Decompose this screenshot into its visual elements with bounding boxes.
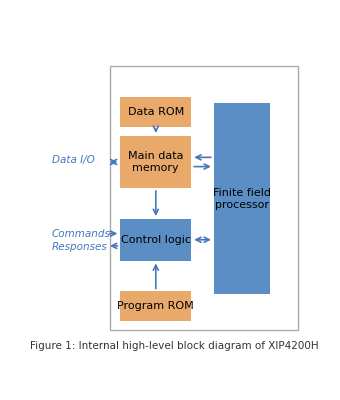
Bar bbox=[120, 136, 191, 188]
Text: Responses: Responses bbox=[52, 242, 107, 252]
Bar bbox=[110, 66, 298, 330]
Text: Finite field
processor: Finite field processor bbox=[213, 188, 271, 210]
Text: Main data
memory: Main data memory bbox=[128, 151, 184, 173]
Bar bbox=[120, 219, 191, 260]
Text: Program ROM: Program ROM bbox=[117, 301, 194, 311]
Bar bbox=[214, 104, 270, 294]
Text: Control logic: Control logic bbox=[121, 235, 191, 245]
Text: Data ROM: Data ROM bbox=[128, 107, 184, 117]
Text: Commands: Commands bbox=[52, 229, 110, 239]
Text: Data I/O: Data I/O bbox=[52, 156, 95, 166]
Text: Figure 1: Internal high-level block diagram of XIP4200H: Figure 1: Internal high-level block diag… bbox=[30, 341, 319, 351]
Bar bbox=[120, 291, 191, 320]
Bar bbox=[120, 97, 191, 126]
